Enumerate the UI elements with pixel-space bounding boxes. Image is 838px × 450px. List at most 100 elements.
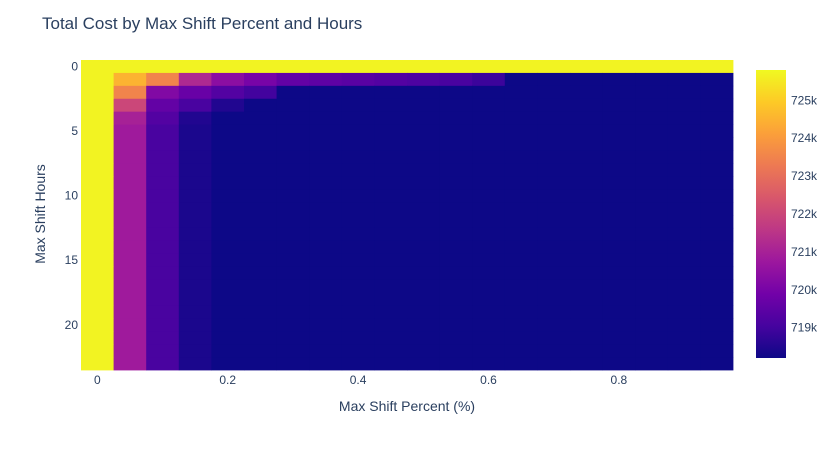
heatmap-cell — [211, 305, 245, 319]
heatmap-cell — [667, 266, 701, 280]
heatmap-cell — [602, 137, 636, 151]
heatmap-cell — [211, 215, 245, 229]
heatmap-cell — [113, 98, 147, 113]
heatmap-cell — [439, 60, 473, 74]
heatmap-cell — [570, 150, 603, 164]
heatmap-cell — [700, 357, 734, 371]
colorbar-tick-label: 719k — [791, 321, 818, 335]
heatmap-cell — [81, 124, 114, 138]
heatmap-cell — [602, 163, 636, 177]
heatmap-cell — [570, 253, 603, 268]
heatmap-cell — [374, 344, 408, 358]
heatmap-cell — [700, 202, 734, 216]
heatmap-cell — [667, 292, 701, 306]
heatmap-cell — [504, 292, 538, 306]
heatmap-cell — [341, 279, 375, 293]
heatmap-cell — [374, 150, 408, 164]
heatmap-cell — [635, 215, 669, 229]
heatmap-cell — [374, 240, 408, 255]
heatmap-cell — [570, 279, 603, 293]
heatmap-cell — [602, 176, 636, 190]
heatmap-cell — [309, 111, 343, 125]
heatmap-cell — [81, 176, 114, 190]
heatmap-cell — [635, 111, 669, 125]
heatmap-cell — [178, 240, 212, 255]
heatmap-cell — [309, 318, 343, 332]
heatmap-cell — [635, 344, 669, 358]
heatmap-cell — [178, 305, 212, 319]
heatmap-cell — [309, 60, 343, 74]
heatmap-cell — [439, 279, 473, 293]
heatmap-cell — [178, 137, 212, 151]
heatmap-cell — [537, 189, 571, 203]
heatmap-cell — [570, 176, 603, 190]
heatmap-cell — [439, 227, 473, 242]
heatmap-cell — [113, 318, 147, 332]
heatmap-cell — [309, 240, 343, 255]
heatmap-cell — [602, 240, 636, 255]
heatmap-cell — [309, 124, 343, 138]
heatmap-cell — [276, 240, 310, 255]
heatmap-cell — [700, 137, 734, 151]
x-tick-label: 0.6 — [480, 373, 497, 387]
heatmap-cell — [407, 357, 440, 371]
heatmap-cell — [178, 292, 212, 306]
heatmap-cell — [570, 331, 603, 345]
heatmap-cell — [537, 318, 571, 332]
heatmap-cell — [211, 163, 245, 177]
heatmap-cell — [341, 240, 375, 255]
heatmap-cell — [81, 215, 114, 229]
heatmap-cell — [700, 60, 734, 74]
heatmap-cell — [504, 202, 538, 216]
heatmap-cell — [81, 137, 114, 151]
heatmap-cell — [113, 163, 147, 177]
heatmap-cell — [81, 189, 114, 203]
x-tick-label: 0.8 — [611, 373, 628, 387]
heatmap-cell — [439, 176, 473, 190]
heatmap-cell — [504, 72, 538, 87]
heatmap-cell — [700, 150, 734, 164]
heatmap-cell — [700, 279, 734, 293]
heatmap-cell — [407, 163, 440, 177]
heatmap-cell — [211, 331, 245, 345]
heatmap-cell — [439, 344, 473, 358]
heatmap-cell — [374, 305, 408, 319]
heatmap-cell — [244, 279, 277, 293]
heatmap-cell — [244, 318, 277, 332]
heatmap-cell — [276, 189, 310, 203]
heatmap-cell — [276, 357, 310, 371]
heatmap-cell — [341, 189, 375, 203]
heatmap-cell — [537, 292, 571, 306]
heatmap-cell — [178, 150, 212, 164]
heatmap-cell — [309, 176, 343, 190]
heatmap-cell — [407, 253, 440, 268]
heatmap-cell — [113, 137, 147, 151]
heatmap-cell — [211, 85, 245, 100]
heatmap-cell — [211, 357, 245, 371]
heatmap-cell — [276, 266, 310, 280]
heatmap-cell — [667, 344, 701, 358]
heatmap-cell — [504, 111, 538, 125]
heatmap-cell — [667, 240, 701, 255]
heatmap-cell — [407, 111, 440, 125]
heatmap-cell — [374, 227, 408, 242]
heatmap-cell — [341, 111, 375, 125]
heatmap-cell — [667, 253, 701, 268]
heatmap-cell — [178, 215, 212, 229]
heatmap-cell — [113, 240, 147, 255]
heatmap-cell — [341, 98, 375, 113]
heatmap-cell — [570, 227, 603, 242]
heatmap-cell — [537, 137, 571, 151]
heatmap-cell — [81, 240, 114, 255]
heatmap-cell — [407, 202, 440, 216]
heatmap-cell — [341, 137, 375, 151]
heatmap-cell — [146, 215, 180, 229]
heatmap-cell — [113, 150, 147, 164]
heatmap-cell — [374, 176, 408, 190]
heatmap-cell — [667, 124, 701, 138]
heatmap-cell — [146, 137, 180, 151]
heatmap-cell — [439, 292, 473, 306]
heatmap-cell — [602, 331, 636, 345]
heatmap-cell — [700, 176, 734, 190]
heatmap-cell — [504, 176, 538, 190]
